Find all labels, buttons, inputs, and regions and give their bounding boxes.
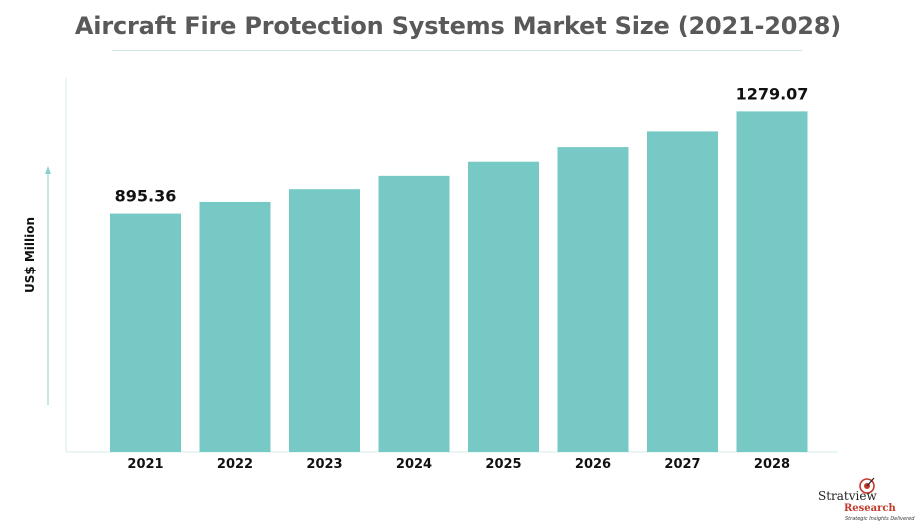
bar-2027 — [647, 131, 718, 452]
chart-title: Aircraft Fire Protection Systems Market … — [74, 12, 842, 40]
target-icon — [859, 477, 875, 494]
bar-2028 — [736, 111, 808, 452]
data-label: 1279.07 — [736, 84, 809, 103]
bar-2026 — [557, 147, 629, 453]
bar-2024 — [378, 175, 450, 452]
x-tick-label: 2027 — [664, 457, 700, 472]
stratview-logo: Stratview Research Strategic Insights De… — [818, 476, 914, 522]
x-tick-label: 2024 — [396, 457, 432, 472]
logo-name-bottom: Research — [844, 503, 896, 514]
x-tick-label: 2022 — [217, 457, 253, 472]
logo-tagline: Strategic Insights Delivered — [845, 516, 915, 522]
logo-name-top: Stratview — [818, 489, 877, 503]
bar-2022 — [199, 201, 271, 452]
x-tick-label: 2021 — [127, 457, 163, 472]
data-label: 895.36 — [115, 187, 177, 206]
x-tick-label: 2025 — [485, 457, 521, 472]
bar-2021 — [110, 213, 181, 452]
bar-2025 — [468, 161, 539, 452]
title-divider — [112, 50, 802, 51]
y-axis-arrowhead — [45, 166, 51, 174]
x-tick-label: 2023 — [306, 457, 342, 472]
x-tick-label: 2026 — [575, 457, 611, 472]
x-tick-label: 2028 — [754, 457, 790, 472]
bar-2023 — [289, 189, 360, 452]
